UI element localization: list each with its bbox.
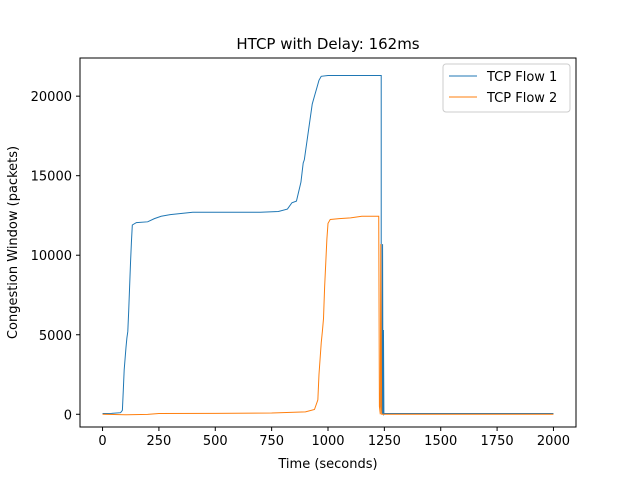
chart-title: HTCP with Delay: 162ms xyxy=(236,35,419,53)
series-line-2 xyxy=(102,215,554,416)
y-tick-label: 20000 xyxy=(31,90,72,105)
x-tick-label: 0 xyxy=(98,434,106,449)
x-tick-label: 750 xyxy=(259,434,284,449)
y-tick-label: 5000 xyxy=(39,329,72,344)
y-axis-title: Congestion Window (packets) xyxy=(6,146,21,339)
x-axis-title: Time (seconds) xyxy=(277,457,377,472)
x-tick-label: 500 xyxy=(203,434,228,449)
legend-label-2: TCP Flow 2 xyxy=(486,91,557,106)
y-tick-label: 10000 xyxy=(31,249,72,264)
x-tick-label: 1500 xyxy=(424,434,457,449)
x-tick-label: 250 xyxy=(146,434,171,449)
legend-label-1: TCP Flow 1 xyxy=(486,70,557,85)
x-tick-label: 2000 xyxy=(537,434,570,449)
y-tick-label: 0 xyxy=(64,408,72,423)
x-tick-label: 1000 xyxy=(311,434,344,449)
series-line-1 xyxy=(102,75,554,417)
series-layer xyxy=(102,75,554,417)
plot-frame xyxy=(79,57,577,428)
x-tick-label: 1250 xyxy=(368,434,401,449)
y-axis: 0 5000 10000 15000 20000 xyxy=(31,90,80,423)
x-axis: 0 250 500 750 1000 1250 1500 1750 2000 xyxy=(98,427,570,449)
x-tick-label: 1750 xyxy=(481,434,514,449)
y-tick-label: 15000 xyxy=(31,170,72,185)
legend: TCP Flow 1 TCP Flow 2 xyxy=(442,63,571,113)
